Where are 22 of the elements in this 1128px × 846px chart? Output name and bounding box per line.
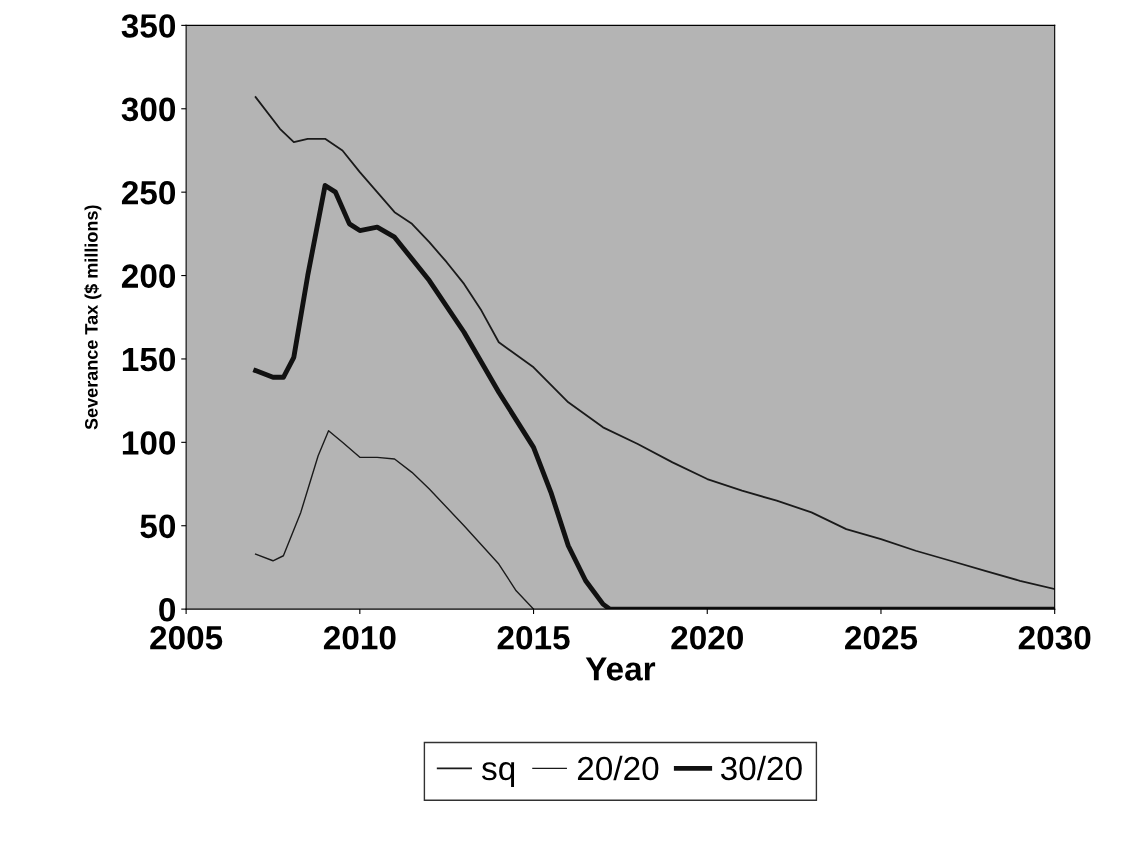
x-tick-label: 2030 xyxy=(1018,625,1091,650)
x-tick-label: 2025 xyxy=(845,625,918,650)
legend-label: 20/20 xyxy=(577,755,659,781)
y-tick-label: 300 xyxy=(121,97,176,122)
y-tick-label: 0 xyxy=(159,597,176,622)
x-tick-label: 2010 xyxy=(323,625,396,650)
x-tick-label: 2020 xyxy=(671,625,743,650)
line-series xyxy=(253,183,1055,610)
y-tick-label: 200 xyxy=(121,264,176,288)
y-tick-label: 100 xyxy=(122,431,176,455)
y-tick-label: 50 xyxy=(140,514,176,539)
x-tick-label: 2005 xyxy=(150,625,223,650)
y-tick-label: 150 xyxy=(122,347,176,372)
x-axis-title: Year xyxy=(585,657,656,681)
y-tick-label: 350 xyxy=(121,14,176,38)
legend-label: sq xyxy=(481,762,515,787)
line-series xyxy=(254,429,535,610)
line-series xyxy=(254,96,1055,591)
y-axis-title: Severance Tax ($ millions) xyxy=(84,205,102,430)
y-tick-label: 250 xyxy=(121,180,176,205)
x-tick-label: 2015 xyxy=(497,625,570,650)
legend-label: 30/20 xyxy=(720,755,802,781)
